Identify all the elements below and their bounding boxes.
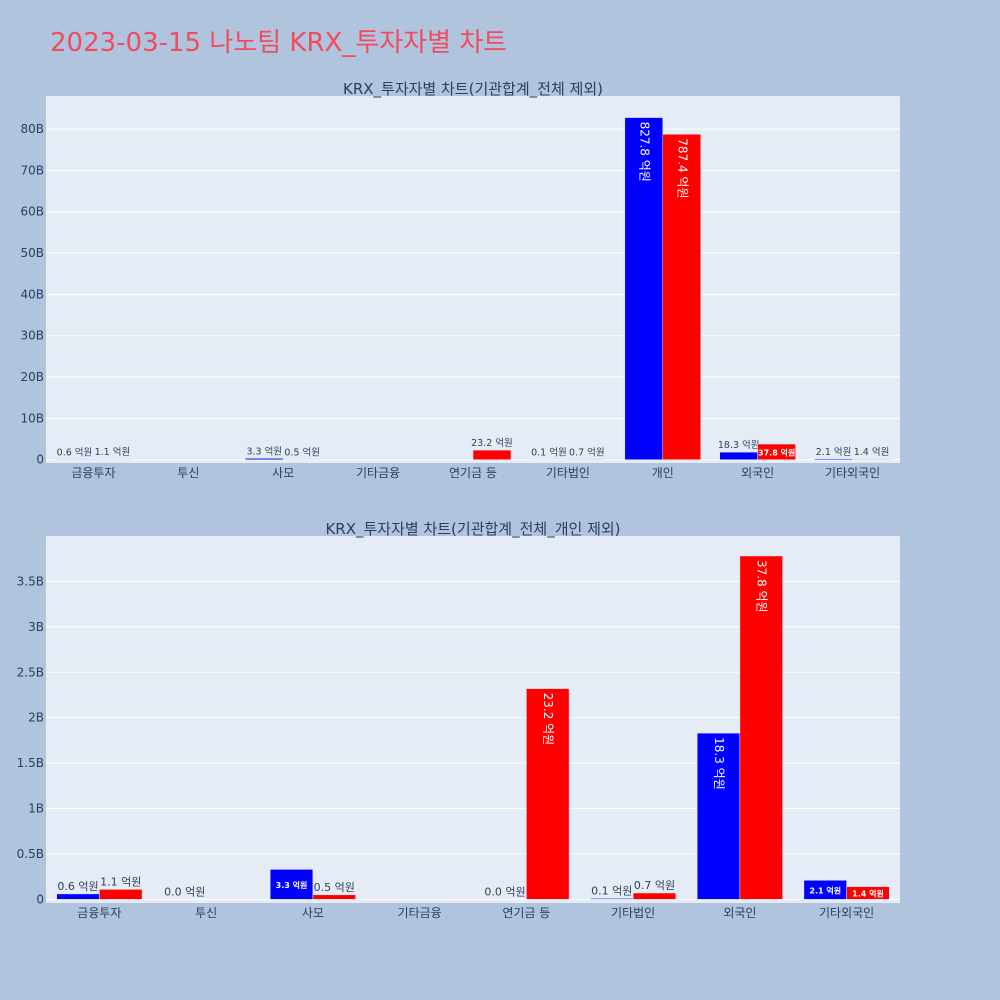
chart-title-1: KRX_투자자별 차트(기관합계_전체 제외) — [343, 80, 603, 99]
bar-data-label: 37.8 억원 — [758, 447, 795, 457]
bar[interactable] — [662, 134, 701, 460]
bar-data-label: 0.6 억원 — [57, 446, 93, 458]
bar-data-label: 2.1 억원 — [809, 885, 841, 895]
x-tick-label: 외국인 — [723, 906, 756, 920]
bar-data-label: 0.1 억원 — [591, 884, 632, 897]
bar-data-label: 1.4 억원 — [854, 446, 890, 458]
plot-area-1 — [46, 96, 900, 463]
x-tick-label: 기타금융 — [398, 906, 442, 920]
y-tick-label: 0 — [36, 892, 44, 906]
chart-title-2: KRX_투자자별 차트(기관합계_전체_개인 제외) — [325, 520, 620, 539]
y-tick-label: 2B — [28, 711, 44, 725]
bar-data-label: 0.5 억원 — [284, 446, 320, 458]
bar[interactable] — [99, 889, 143, 900]
x-tick-label: 연기금 등 — [449, 466, 497, 480]
bar-data-label: 0.7 억원 — [569, 446, 605, 458]
x-tick-label: 개인 — [652, 466, 674, 480]
bar[interactable] — [757, 443, 796, 460]
bar-data-label: 787.4 억원 — [675, 138, 689, 198]
bar[interactable] — [852, 458, 891, 460]
bar-data-label: 18.3 억원 — [712, 737, 726, 790]
bar[interactable] — [590, 898, 634, 900]
bar[interactable] — [632, 892, 677, 900]
y-tick-label: 60B — [20, 205, 44, 219]
page-title: 2023-03-15 나노팀 KRX_투자자별 차트 — [50, 28, 508, 58]
y-tick-label: 1.5B — [17, 756, 44, 770]
x-tick-label: 금융투자 — [71, 466, 115, 480]
x-tick-label: 연기금 등 — [502, 906, 550, 920]
y-tick-label: 20B — [20, 370, 44, 384]
y-tick-label: 3B — [28, 620, 44, 634]
bar-data-label: 1.4 억원 — [852, 889, 884, 899]
bar-data-label: 23.2 억원 — [541, 693, 555, 746]
bar-data-label: 37.8 억원 — [755, 560, 769, 613]
bar[interactable] — [624, 117, 664, 460]
bar[interactable] — [696, 732, 741, 900]
bar-data-label: 1.1 억원 — [95, 446, 131, 458]
x-tick-label: 투신 — [195, 906, 217, 920]
x-tick-label: 기타법인 — [611, 906, 655, 920]
bar[interactable] — [472, 449, 512, 460]
x-tick-label: 금융투자 — [77, 906, 121, 920]
y-tick-label: 40B — [20, 287, 44, 301]
bar-data-label: 0.6 억원 — [57, 880, 98, 893]
bar-data-label: 0.7 억원 — [634, 879, 675, 892]
y-tick-label: 80B — [20, 122, 44, 136]
x-tick-label: 외국인 — [741, 466, 774, 480]
y-tick-label: 0.5B — [17, 847, 44, 861]
bar-data-label: 0.1 억원 — [531, 447, 567, 459]
bar-data-label: 827.8 억원 — [637, 122, 651, 182]
bar[interactable] — [312, 894, 356, 900]
y-tick-label: 30B — [20, 329, 44, 343]
y-tick-label: 3.5B — [17, 574, 44, 588]
bar-data-label: 18.3 억원 — [718, 439, 760, 451]
bar-data-label: 1.1 억원 — [100, 875, 141, 888]
bar[interactable] — [846, 886, 890, 900]
bar[interactable] — [269, 869, 314, 900]
x-tick-label: 사모 — [302, 906, 324, 920]
bar[interactable] — [245, 458, 284, 460]
bar-data-label: 3.3 억원 — [246, 445, 282, 457]
bar-data-label: 0.0 억원 — [164, 885, 205, 898]
bar[interactable] — [526, 688, 570, 900]
bar-data-label: 2.1 억원 — [816, 446, 852, 458]
y-tick-label: 50B — [20, 246, 44, 260]
x-tick-label: 기타금융 — [356, 466, 400, 480]
bar[interactable] — [719, 451, 758, 460]
bar-data-label: 3.3 억원 — [276, 880, 308, 890]
bar-data-label: 23.2 억원 — [471, 437, 513, 449]
y-tick-label: 1B — [28, 802, 44, 816]
bar[interactable] — [814, 458, 853, 460]
x-tick-label: 기타외국인 — [819, 906, 874, 920]
x-tick-label: 투신 — [177, 466, 199, 480]
bar[interactable] — [56, 893, 100, 900]
x-tick-label: 기타외국인 — [825, 466, 880, 480]
y-tick-label: 2.5B — [17, 665, 44, 679]
x-tick-label: 기타법인 — [546, 466, 590, 480]
y-tick-label: 10B — [20, 411, 44, 425]
y-tick-label: 70B — [20, 163, 44, 177]
bar-data-label: 0.0 억원 — [484, 885, 525, 898]
x-tick-label: 사모 — [272, 466, 294, 480]
bar-data-label: 0.5 억원 — [314, 881, 355, 894]
bar[interactable] — [739, 555, 783, 900]
y-tick-label: 0 — [36, 453, 44, 467]
